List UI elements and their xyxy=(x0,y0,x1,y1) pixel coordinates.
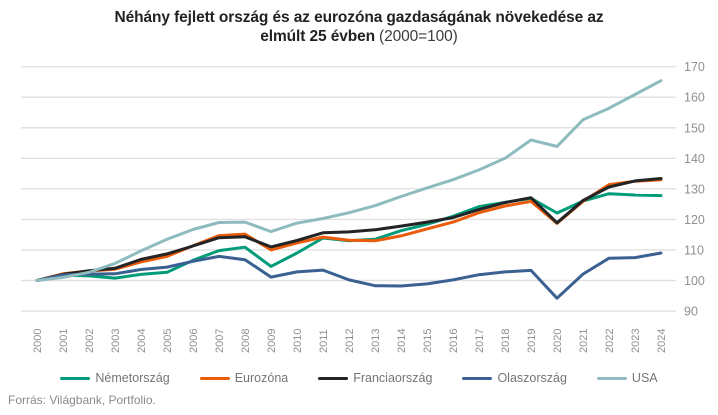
x-axis-tick-label: 2019 xyxy=(526,329,538,353)
legend-swatch xyxy=(199,376,230,380)
source-note: Forrás: Világbank, Portfolio. xyxy=(8,393,156,407)
x-axis-tick-label: 2008 xyxy=(240,329,252,353)
legend-item: USA xyxy=(596,371,658,385)
y-axis-tick-label: 100 xyxy=(684,274,705,288)
series-line-németország xyxy=(35,192,663,282)
series-line-olaszország xyxy=(35,251,663,300)
chart-legend: Németország Eurozóna Franciaország Olaszors… xyxy=(0,371,718,385)
legend-swatch xyxy=(60,376,91,380)
x-axis-tick-label: 2022 xyxy=(604,329,616,353)
x-axis-tick-label: 2009 xyxy=(266,329,278,353)
legend-label: Eurozóna xyxy=(234,371,289,385)
y-axis-tick-label: 120 xyxy=(684,213,705,227)
chart-title-line2-bold: elmúlt 25 évben xyxy=(260,27,376,45)
chart-title-line1: Néhány fejlett ország és az eurozóna gaz… xyxy=(114,9,604,26)
x-axis-tick-label: 2002 xyxy=(84,329,96,353)
series-line-usa xyxy=(35,79,663,282)
x-axis-tick-label: 2013 xyxy=(370,329,382,353)
y-axis-tick-label: 130 xyxy=(684,182,705,196)
legend-swatch xyxy=(462,376,493,380)
x-axis-tick-label: 2006 xyxy=(188,329,200,353)
legend-item: Franciaország xyxy=(318,371,432,385)
legend-label: Olaszország xyxy=(497,371,567,385)
x-axis-tick-label: 2020 xyxy=(552,329,564,353)
legend-label: Franciaország xyxy=(353,371,433,385)
chart-subtitle: (2000=100) xyxy=(379,27,458,45)
series-line-franciaország xyxy=(35,177,663,282)
y-axis-tick-label: 90 xyxy=(684,305,698,319)
x-axis-tick-label: 2010 xyxy=(292,329,304,353)
chart-title-line2: elmúlt 25 évben (2000=100) xyxy=(0,28,718,47)
x-axis-tick-label: 2017 xyxy=(474,329,486,353)
line-chart: 90 100 110 120 130 140 150 160 170 2000 2001 2002 20… xyxy=(21,60,705,353)
x-axis-tick-label: 2015 xyxy=(422,329,434,353)
x-axis-tick-label: 2003 xyxy=(110,329,122,353)
x-axis-tick-label: 2014 xyxy=(396,329,408,353)
x-axis-tick-label: 2007 xyxy=(214,329,226,353)
x-axis-tick-label: 2004 xyxy=(136,329,148,353)
y-axis-tick-label: 110 xyxy=(684,243,704,257)
x-axis-tick-label: 2000 xyxy=(32,329,44,353)
x-axis-tick-label: 2011 xyxy=(318,329,330,353)
legend-swatch xyxy=(318,376,349,380)
chart-title: Néhány fejlett ország és az eurozóna gaz… xyxy=(0,9,718,47)
x-axis-tick-label: 2018 xyxy=(500,329,512,353)
legend-label: Németország xyxy=(95,371,170,385)
legend-swatch xyxy=(596,376,627,380)
series-line-eurozóna xyxy=(35,178,663,282)
x-axis-tick-label: 2024 xyxy=(656,329,668,353)
x-axis-tick-label: 2005 xyxy=(162,329,174,353)
legend-item: Olaszország xyxy=(462,371,567,385)
x-axis-tick-label: 2021 xyxy=(578,329,590,353)
legend-item: Németország xyxy=(60,371,170,385)
y-axis-tick-label: 160 xyxy=(684,91,705,105)
y-axis-tick-label: 140 xyxy=(684,152,705,166)
y-axis-tick-label: 150 xyxy=(684,121,705,135)
x-axis-tick-label: 2016 xyxy=(448,329,460,353)
x-axis-tick-label: 2012 xyxy=(344,329,356,353)
x-axis-tick-label: 2001 xyxy=(58,329,70,353)
legend-label: USA xyxy=(631,371,658,385)
y-axis-tick-label: 170 xyxy=(684,60,705,74)
x-axis-tick-label: 2023 xyxy=(630,329,642,353)
legend-item: Eurozóna xyxy=(199,371,289,385)
